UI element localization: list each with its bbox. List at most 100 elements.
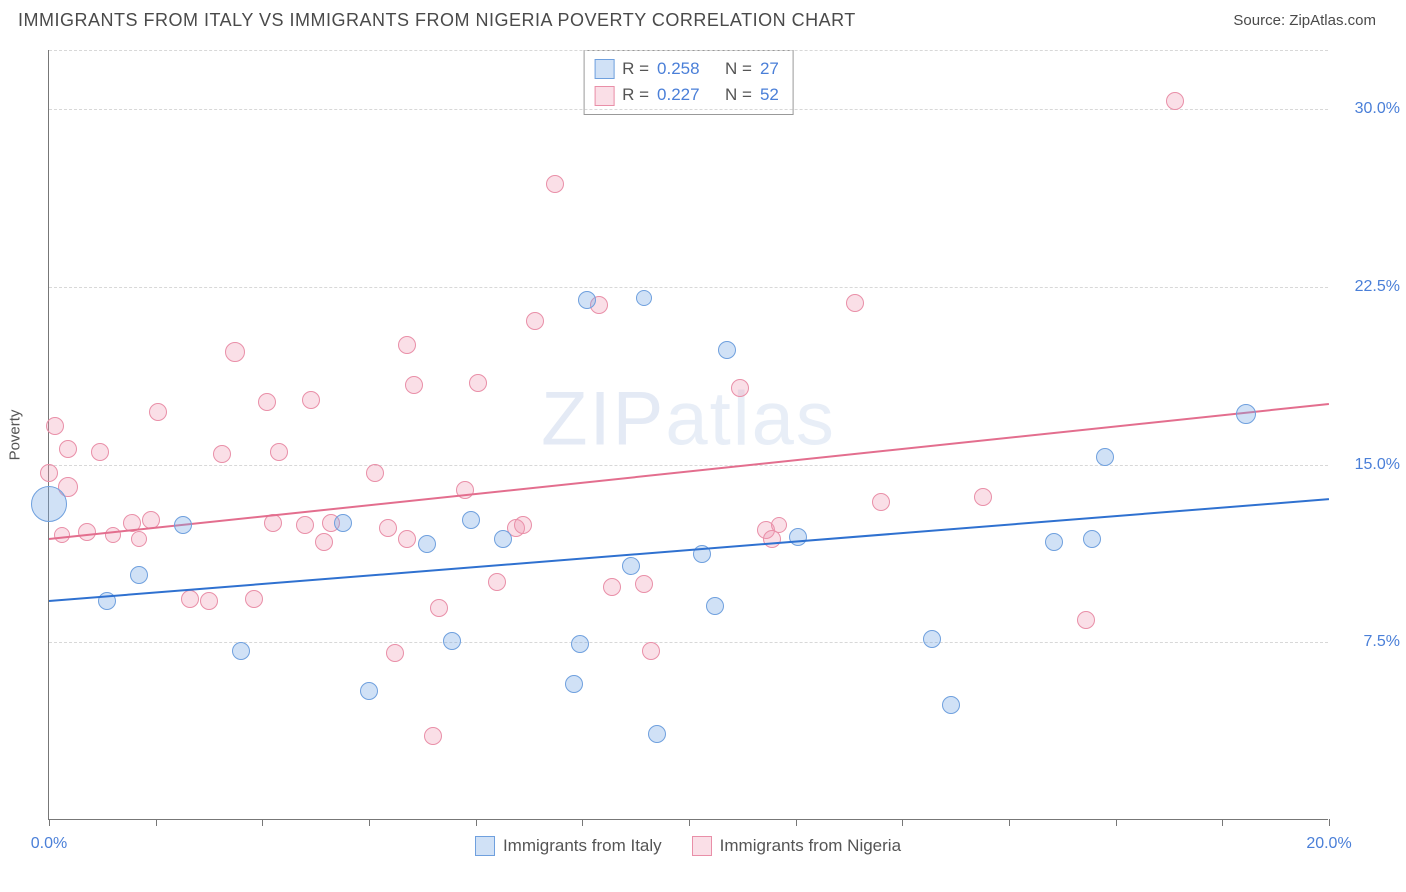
watermark-bold: ZIP (541, 377, 665, 462)
trendline-italy (49, 498, 1329, 602)
x-tick (1222, 819, 1223, 826)
scatter-point-nigeria (642, 642, 660, 660)
y-tick-label: 7.5% (1336, 633, 1400, 651)
scatter-point-nigeria (526, 312, 544, 330)
chart-title: IMMIGRANTS FROM ITALY VS IMMIGRANTS FROM… (18, 10, 856, 31)
watermark: ZIPatlas (541, 376, 836, 463)
trendline-nigeria (49, 403, 1329, 540)
scatter-point-nigeria (302, 391, 320, 409)
chart-source: Source: ZipAtlas.com (1233, 12, 1376, 29)
scatter-point-nigeria (59, 440, 77, 458)
stats-row-nigeria: R = 0.227 N = 52 (594, 82, 779, 108)
source-prefix: Source: (1233, 12, 1289, 29)
swatch-italy (475, 836, 495, 856)
scatter-point-nigeria (546, 175, 564, 193)
scatter-point-nigeria (398, 530, 416, 548)
scatter-point-nigeria (296, 516, 314, 534)
scatter-point-nigeria (731, 379, 749, 397)
r-value-italy: 0.258 (657, 56, 700, 82)
scatter-point-nigeria (105, 527, 121, 543)
scatter-point-italy (789, 528, 807, 546)
legend-item-nigeria: Immigrants from Nigeria (692, 836, 901, 856)
scatter-point-italy (232, 642, 250, 660)
scatter-point-italy (1236, 404, 1256, 424)
x-tick (156, 819, 157, 826)
scatter-point-italy (923, 630, 941, 648)
x-tick (49, 819, 50, 826)
scatter-point-nigeria (1166, 92, 1184, 110)
scatter-point-nigeria (181, 590, 199, 608)
legend-label-italy: Immigrants from Italy (503, 836, 662, 856)
x-tick (476, 819, 477, 826)
legend-label-nigeria: Immigrants from Nigeria (720, 836, 901, 856)
scatter-point-nigeria (131, 531, 147, 547)
chart-header: IMMIGRANTS FROM ITALY VS IMMIGRANTS FROM… (0, 0, 1406, 37)
scatter-point-nigeria (245, 590, 263, 608)
scatter-point-nigeria (405, 376, 423, 394)
scatter-point-nigeria (398, 336, 416, 354)
n-value-italy: 27 (760, 56, 779, 82)
scatter-point-italy (494, 530, 512, 548)
watermark-light: atlas (665, 377, 836, 462)
stats-legend-box: R = 0.258 N = 27 R = 0.227 N = 52 (583, 50, 794, 115)
scatter-point-nigeria (424, 727, 442, 745)
x-tick (1116, 819, 1117, 826)
scatter-point-italy (130, 566, 148, 584)
y-tick-label: 15.0% (1336, 456, 1400, 474)
gridline-horizontal (49, 287, 1328, 288)
r-label: R = (622, 56, 649, 82)
scatter-point-italy (174, 516, 192, 534)
scatter-point-nigeria (40, 464, 58, 482)
scatter-point-italy (31, 486, 67, 522)
scatter-point-italy (706, 597, 724, 615)
stats-row-italy: R = 0.258 N = 27 (594, 56, 779, 82)
scatter-point-nigeria (488, 573, 506, 591)
n-label: N = (725, 56, 752, 82)
n-label: N = (725, 82, 752, 108)
gridline-horizontal (49, 50, 1328, 51)
plot-container: ZIPatlas Poverty R = 0.258 N = 27 R = 0.… (48, 50, 1328, 820)
y-tick-label: 22.5% (1336, 278, 1400, 296)
scatter-point-nigeria (386, 644, 404, 662)
x-tick (1329, 819, 1330, 826)
scatter-point-nigeria (270, 443, 288, 461)
scatter-point-nigeria (315, 533, 333, 551)
scatter-point-italy (578, 291, 596, 309)
gridline-horizontal (49, 109, 1328, 110)
scatter-point-nigeria (366, 464, 384, 482)
scatter-point-italy (443, 632, 461, 650)
x-tick (369, 819, 370, 826)
n-value-nigeria: 52 (760, 82, 779, 108)
scatter-point-nigeria (1077, 611, 1095, 629)
x-tick (689, 819, 690, 826)
x-tick (582, 819, 583, 826)
scatter-point-nigeria (872, 493, 890, 511)
scatter-point-nigeria (974, 488, 992, 506)
scatter-point-nigeria (149, 403, 167, 421)
scatter-point-italy (565, 675, 583, 693)
scatter-point-italy (418, 535, 436, 553)
scatter-point-nigeria (469, 374, 487, 392)
r-label: R = (622, 82, 649, 108)
r-value-nigeria: 0.227 (657, 82, 700, 108)
scatter-point-nigeria (46, 417, 64, 435)
scatter-point-italy (648, 725, 666, 743)
scatter-point-italy (942, 696, 960, 714)
y-axis-label: Poverty (7, 409, 24, 460)
scatter-point-nigeria (379, 519, 397, 537)
scatter-point-nigeria (603, 578, 621, 596)
scatter-point-italy (622, 557, 640, 575)
legend-item-italy: Immigrants from Italy (475, 836, 662, 856)
scatter-point-italy (1045, 533, 1063, 551)
scatter-point-italy (1096, 448, 1114, 466)
scatter-point-italy (334, 514, 352, 532)
scatter-point-nigeria (635, 575, 653, 593)
scatter-point-italy (1083, 530, 1101, 548)
scatter-point-nigeria (200, 592, 218, 610)
scatter-point-nigeria (225, 342, 245, 362)
scatter-point-italy (636, 290, 652, 306)
scatter-point-italy (718, 341, 736, 359)
x-tick (796, 819, 797, 826)
scatter-point-italy (360, 682, 378, 700)
y-tick-label: 30.0% (1336, 100, 1400, 118)
